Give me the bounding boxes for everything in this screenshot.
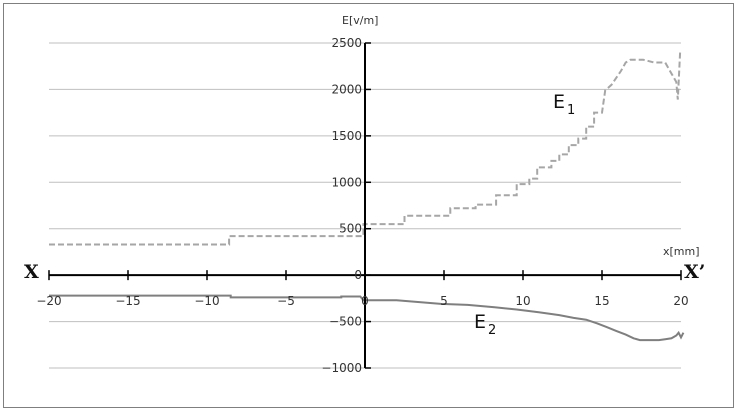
x-tick-label: −10 [194,294,219,308]
axes: 2500 2000 1500 1000 500 0 −500 −1000 −20 −15 −10 −5… [36,36,688,375]
chart-frame [3,3,734,408]
x-tick-label: 15 [594,294,609,308]
series-lines [49,50,685,342]
x-tick-label: 20 [673,294,688,308]
y-tick-label: 500 [339,222,362,236]
x-tick-label: 5 [440,294,448,308]
y-tick-label: 1000 [331,175,362,189]
y-tick-label: 2500 [331,36,362,50]
x-tick-label: −15 [115,294,140,308]
y-tick-label: −500 [329,315,362,329]
x-tick-label: 0 [361,294,369,308]
x-tick-label: −5 [277,294,295,308]
x-axis-label: x[mm] [663,245,700,258]
y-tick-label: −1000 [321,361,362,375]
x-tick-label: −20 [36,294,61,308]
series-line-2 [49,294,685,342]
series-line-1 [49,50,682,246]
x-axis-left-end-label: X [24,261,39,283]
x-axis-right-end-label: X’ [684,261,705,283]
y-tick-label: 0 [354,268,362,282]
y-axis-label: E[v/m] [342,14,378,27]
x-tick-label: 10 [515,294,530,308]
y-tick-label: 1500 [331,129,362,143]
y-tick-label: 2000 [331,82,362,96]
